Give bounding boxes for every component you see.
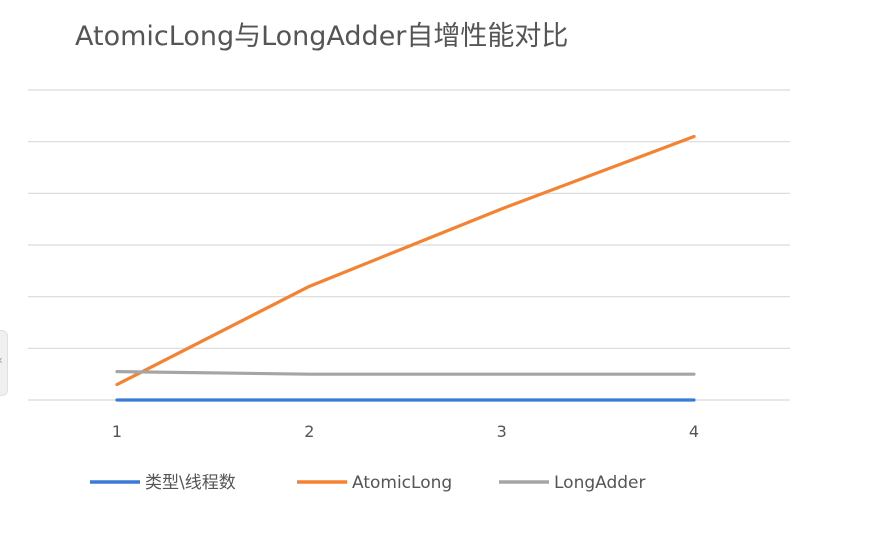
x-tick-label: 1 — [112, 422, 122, 441]
series-lines — [115, 134, 696, 402]
legend-label: 类型\线程数 — [145, 473, 236, 493]
series-line — [115, 134, 696, 387]
x-axis-ticks: 1 2 3 4 — [112, 422, 699, 441]
legend-label: AtomicLong — [352, 473, 452, 493]
side-collapse-tab[interactable]: ‹ — [0, 330, 8, 396]
series-line — [115, 369, 696, 376]
chart-title: AtomicLong与LongAdder自增性能对比 — [75, 21, 569, 52]
legend-label: LongAdder — [554, 473, 646, 493]
x-tick-label: 4 — [689, 422, 699, 441]
chevron-left-icon: ‹ — [0, 353, 3, 367]
x-tick-label: 2 — [304, 422, 314, 441]
legend: 类型\线程数 AtomicLong LongAdder — [90, 473, 646, 493]
x-tick-label: 3 — [497, 422, 507, 441]
